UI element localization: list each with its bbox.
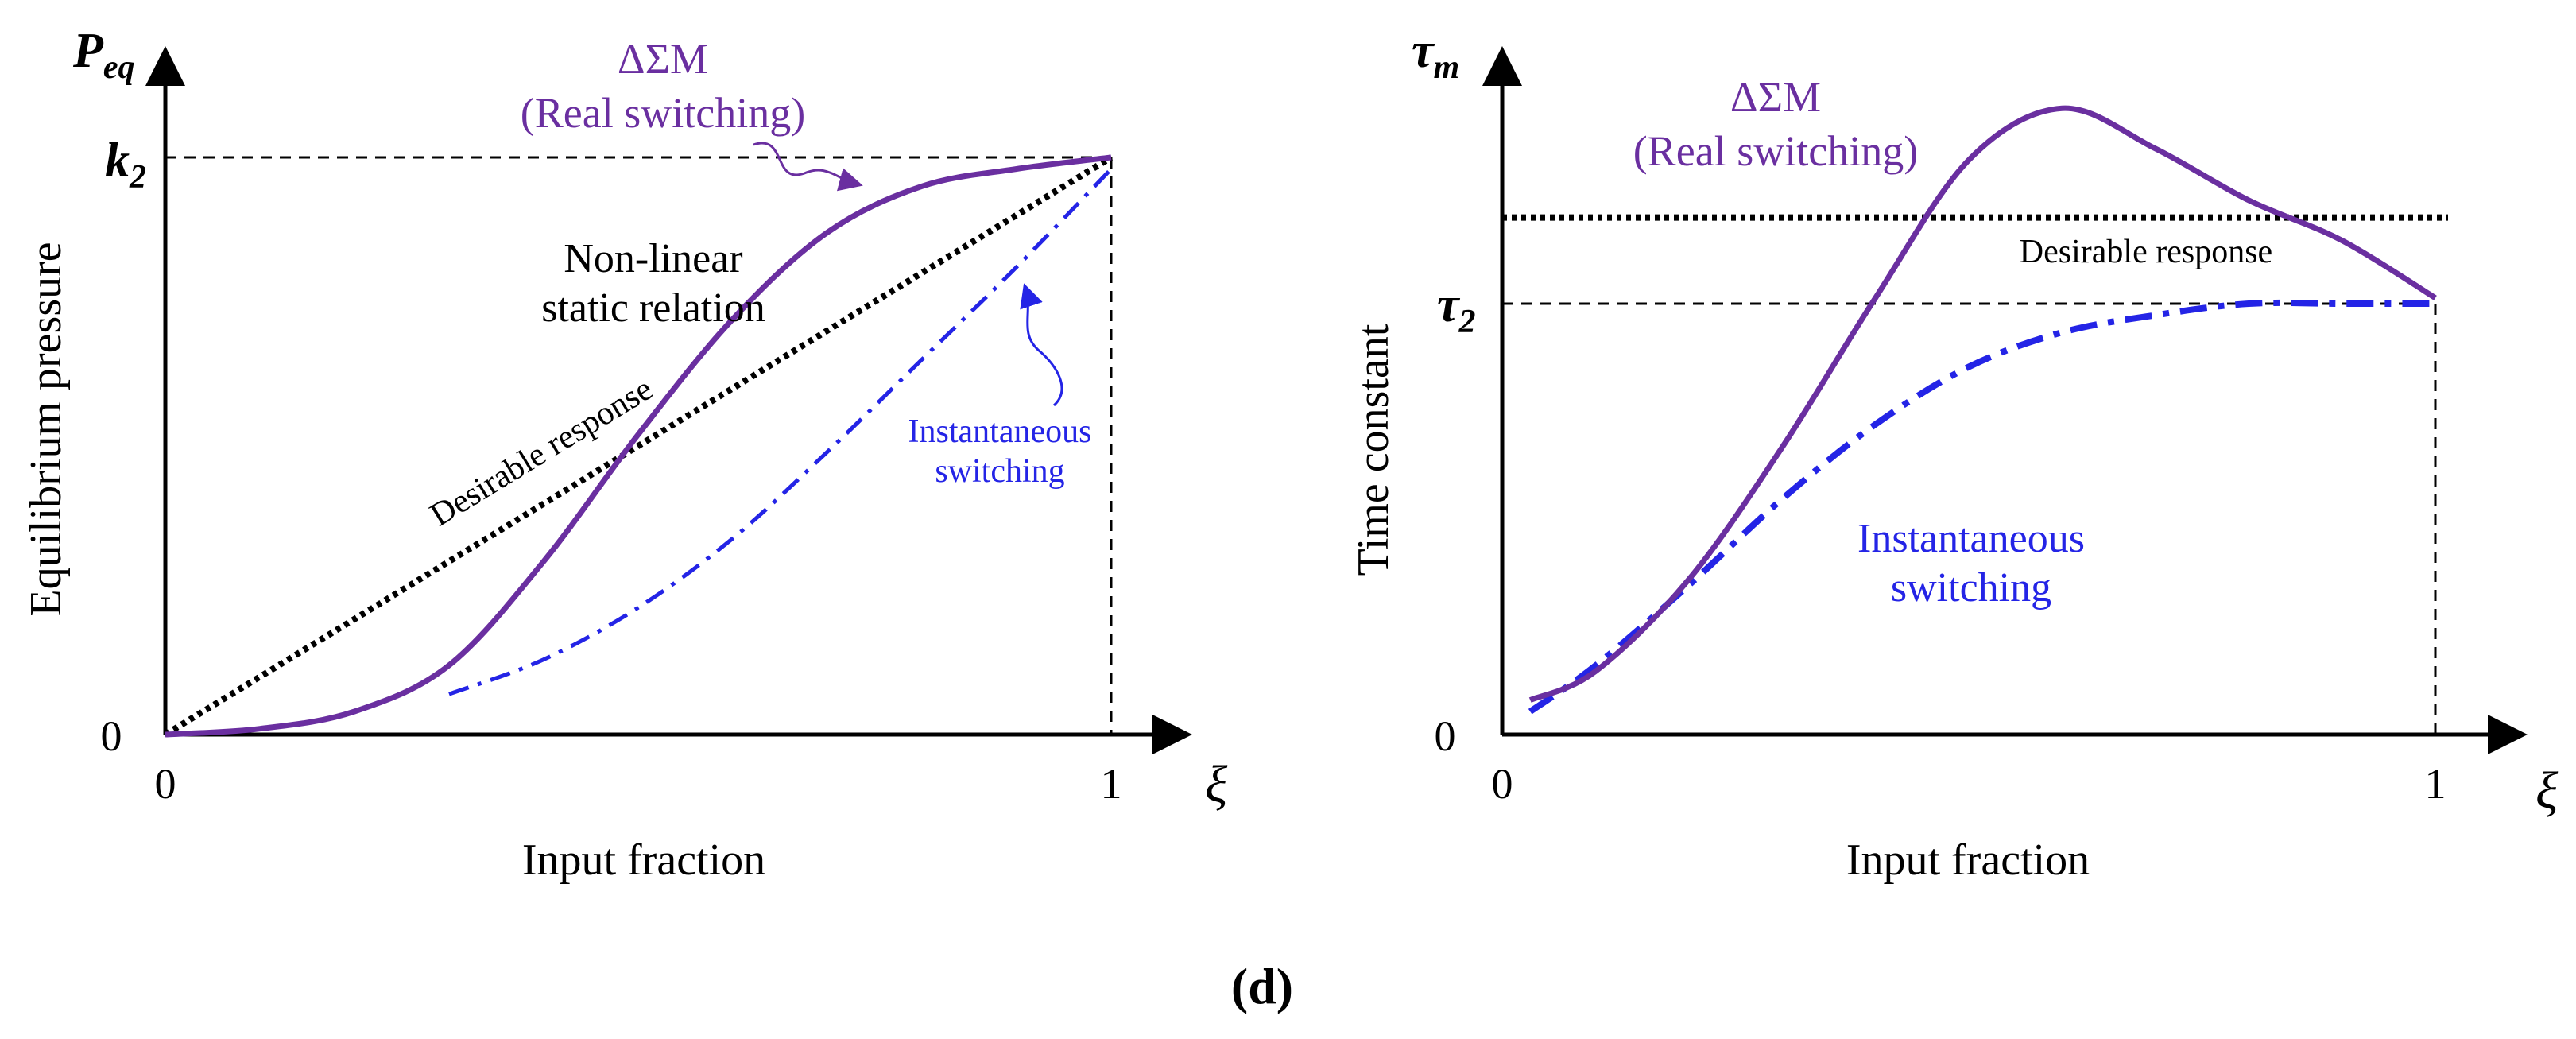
left-inst-arrow: [1020, 283, 1063, 407]
right-series-real: [1528, 105, 2437, 703]
right-real-label-2: (Real switching): [1633, 127, 1918, 175]
right-desirable-label: Desirable response: [2020, 234, 2272, 270]
left-x-label: Input fraction: [522, 835, 765, 885]
left-inst-label-2: switching: [935, 453, 1064, 490]
left-nonlinear-label-2: static relation: [541, 285, 765, 331]
left-x-tick-1: 1: [1101, 760, 1122, 808]
left-y-label: Equilibrium pressure: [21, 242, 71, 616]
left-series-instantaneous: [448, 167, 1113, 696]
right-x-symbol: ξ: [2535, 762, 2559, 820]
left-real-arrow: [753, 142, 863, 192]
left-k2-label: k2: [105, 134, 146, 196]
left-chart: Peq ξ k2 0 0 1 Input fraction Equilibriu…: [21, 24, 1228, 885]
right-real-label-1: ΔΣM: [1730, 73, 1821, 121]
left-inst-label-1: Instantaneous: [908, 413, 1092, 450]
right-tau2-label: τ2: [1437, 278, 1476, 340]
figure-label: (d): [1231, 958, 1293, 1014]
right-inst-label-1: Instantaneous: [1857, 516, 2085, 561]
right-x-label: Input fraction: [1846, 835, 2090, 885]
left-x-symbol: ξ: [1205, 755, 1228, 813]
left-y-symbol: Peq: [72, 24, 135, 86]
right-inst-label-2: switching: [1891, 565, 2051, 611]
left-y-tick-0: 0: [101, 712, 122, 760]
left-series-real: [165, 154, 1112, 738]
left-real-label-1: ΔΣM: [618, 35, 708, 83]
right-y-label: Time constant: [1349, 324, 1398, 576]
left-x-tick-0: 0: [155, 760, 176, 808]
right-y-tick-0: 0: [1435, 712, 1456, 760]
left-series-desirable: [163, 154, 1114, 738]
right-y-symbol: τm: [1412, 24, 1459, 86]
left-nonlinear-label-1: Non-linear: [564, 236, 742, 281]
right-chart: τm ξ τ2 0 0 1 Input fraction Time consta…: [1349, 24, 2559, 885]
left-real-label-2: (Real switching): [521, 89, 805, 137]
right-x-tick-1: 1: [2425, 760, 2446, 808]
right-series-instantaneous: [1528, 299, 2435, 715]
right-x-tick-0: 0: [1492, 760, 1513, 808]
